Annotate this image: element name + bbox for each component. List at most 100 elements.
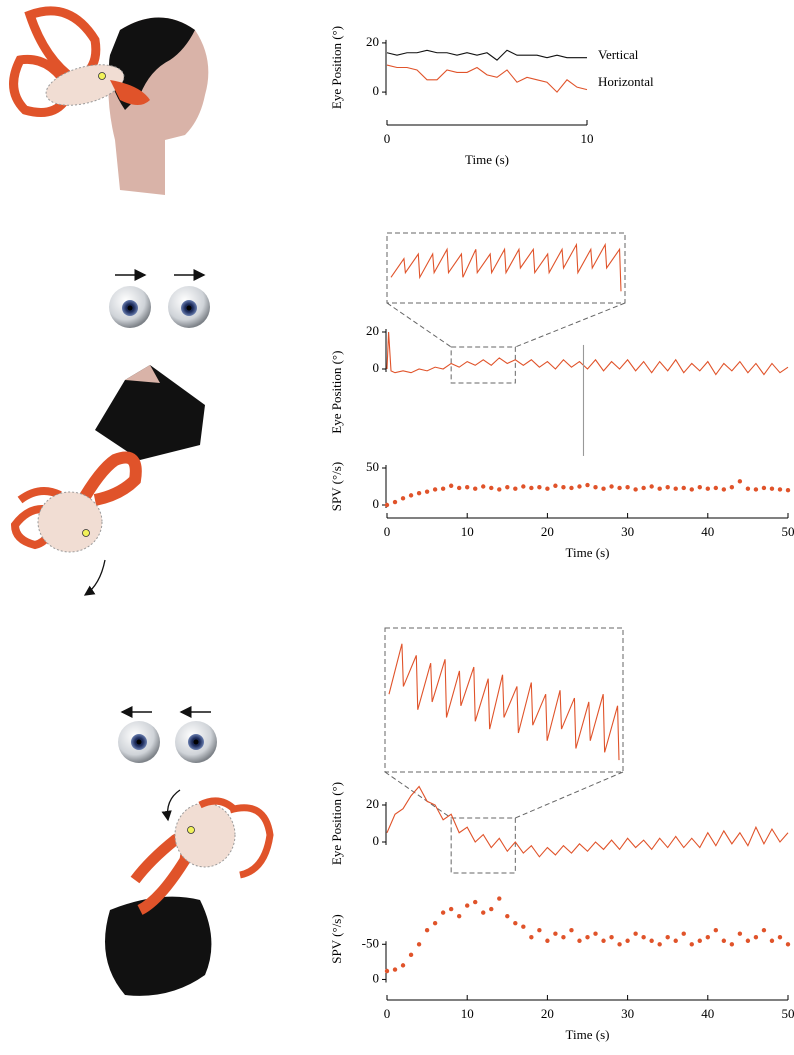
- data-point: [497, 896, 502, 901]
- data-point: [465, 903, 470, 908]
- y-axis-label: Eye Position (°): [329, 351, 344, 434]
- data-point: [673, 486, 678, 491]
- data-point: [384, 968, 390, 974]
- data-point: [505, 485, 510, 490]
- data-point: [392, 967, 398, 972]
- data-point: [481, 484, 486, 489]
- data-point: [553, 483, 558, 488]
- zoom-region: [450, 817, 516, 874]
- x-tick-label: 30: [621, 524, 634, 539]
- x-tick-label: 0: [384, 524, 391, 539]
- data-point: [456, 913, 462, 919]
- data-point: [577, 938, 582, 943]
- data-point: [649, 484, 654, 489]
- data-point: [689, 942, 694, 947]
- data-point: [481, 910, 486, 915]
- zoom-region: [450, 346, 516, 384]
- data-point: [384, 502, 390, 508]
- x-tick-label: 50: [782, 1006, 794, 1021]
- y-tick-label: 20: [366, 323, 379, 338]
- data-point: [745, 486, 751, 491]
- data-point: [753, 487, 759, 492]
- y-tick-label: -50: [362, 935, 379, 950]
- data-point: [497, 487, 502, 492]
- x-tick-label: 0: [384, 1006, 391, 1021]
- x-axis-label: Time (s): [465, 152, 509, 167]
- data-point: [545, 486, 550, 491]
- data-point: [641, 485, 646, 491]
- x-tick-label: 20: [541, 524, 554, 539]
- zoom-connector: [384, 771, 452, 819]
- inset-frame: [384, 627, 624, 773]
- data-point: [769, 486, 775, 491]
- data-point: [569, 928, 574, 933]
- data-point: [665, 485, 670, 490]
- data-point: [416, 490, 422, 496]
- data-point: [529, 485, 534, 491]
- data-point: [689, 487, 694, 492]
- data-point: [537, 928, 542, 933]
- data-point: [761, 485, 767, 491]
- x-axis-label: Time (s): [566, 545, 610, 560]
- data-point: [665, 935, 670, 940]
- y-tick-label: 0: [373, 496, 380, 511]
- zoom-connector: [386, 302, 452, 348]
- data-point: [697, 938, 702, 943]
- inset-frame: [386, 232, 626, 304]
- y-tick-label: 20: [366, 34, 379, 49]
- x-axis-label: Time (s): [566, 1027, 610, 1042]
- data-point: [745, 938, 751, 943]
- data-point: [721, 938, 727, 943]
- eyes-left: [118, 706, 217, 763]
- legend-label: Vertical: [598, 47, 639, 62]
- data-point: [424, 928, 430, 933]
- data-point: [785, 488, 791, 493]
- data-point: [713, 928, 719, 933]
- data-point: [785, 942, 791, 947]
- y-axis-label: Eye Position (°): [329, 782, 344, 865]
- data-point: [465, 485, 470, 490]
- data-point: [577, 484, 582, 489]
- data-point: [400, 496, 406, 501]
- data-point: [432, 920, 438, 926]
- data-point: [408, 952, 414, 958]
- data-point: [625, 485, 630, 490]
- data-point: [537, 485, 542, 490]
- data-point: [617, 942, 622, 947]
- data-line: [388, 643, 620, 761]
- x-tick-label: 40: [701, 524, 714, 539]
- data-point: [633, 931, 638, 936]
- zoom-connector: [515, 302, 626, 348]
- data-point: [673, 938, 678, 943]
- head-illustration: [9, 6, 209, 195]
- y-axis-label: SPV (°/s): [329, 462, 344, 511]
- data-point: [424, 489, 430, 494]
- y-axis-label: SPV (°/s): [329, 914, 344, 963]
- data-line: [386, 331, 789, 376]
- data-point: [609, 484, 614, 489]
- data-line: [386, 64, 588, 93]
- data-point: [721, 487, 727, 492]
- data-point: [416, 942, 422, 947]
- data-point: [697, 485, 702, 490]
- data-point: [513, 920, 518, 926]
- y-tick-label: 0: [373, 360, 380, 375]
- x-tick-label: 30: [621, 1006, 634, 1021]
- ear-illustration-bottom: [105, 789, 274, 996]
- data-point: [561, 935, 566, 940]
- data-point: [432, 487, 438, 492]
- zoom-connector: [515, 771, 624, 819]
- data-point: [408, 493, 414, 498]
- x-tick-label: 10: [461, 1006, 474, 1021]
- data-point: [448, 906, 454, 912]
- data-point: [489, 485, 494, 491]
- data-point: [505, 913, 510, 919]
- data-line: [386, 49, 587, 61]
- data-point: [681, 485, 686, 491]
- data-point: [633, 487, 638, 492]
- data-line: [386, 785, 789, 858]
- data-point: [729, 485, 735, 490]
- data-point: [593, 931, 598, 936]
